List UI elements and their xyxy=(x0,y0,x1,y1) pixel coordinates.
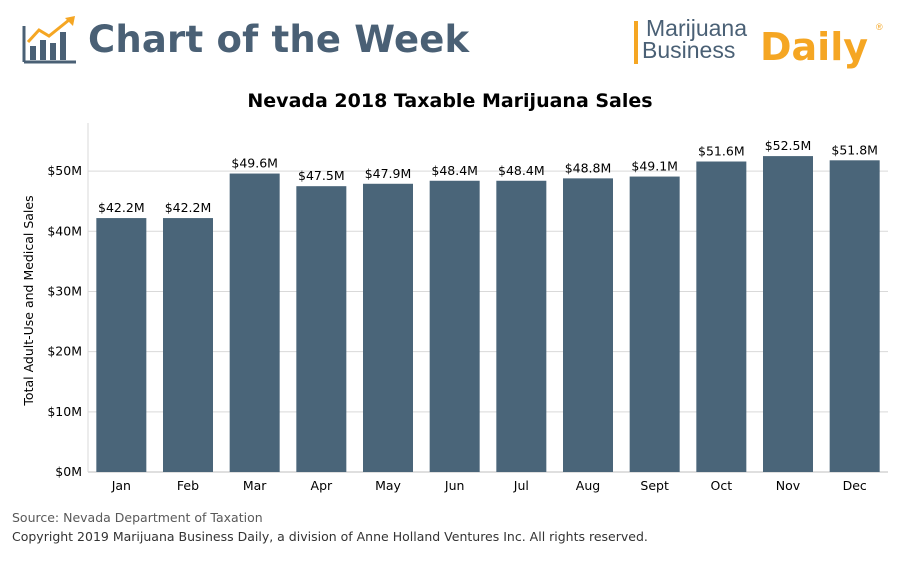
source-note: Source: Nevada Department of Taxation xyxy=(12,510,263,525)
chart-title: Nevada 2018 Taxable Marijuana Sales xyxy=(247,90,653,112)
x-tick-label: Jan xyxy=(111,478,131,493)
bar-dec xyxy=(829,160,880,473)
bar-oct xyxy=(696,161,747,472)
bar-nov xyxy=(763,156,813,472)
x-tick-label: May xyxy=(375,478,401,493)
bar-mar xyxy=(229,173,280,472)
x-tick-label: Mar xyxy=(243,478,267,493)
bar-sept xyxy=(629,176,680,472)
y-tick-label: $30M xyxy=(47,283,82,298)
bar-jun xyxy=(429,180,480,473)
brand-accent-bar xyxy=(634,21,638,64)
data-label: $48.4M xyxy=(431,163,478,178)
bar-jul xyxy=(496,180,547,473)
data-label: $42.2M xyxy=(165,200,212,215)
y-axis-title: Total Adult-Use and Medical Sales xyxy=(21,195,36,406)
data-label: $47.5M xyxy=(298,168,345,183)
x-tick-label: Sept xyxy=(640,478,669,493)
chart-of-the-week-title: Chart of the Week xyxy=(88,18,470,61)
x-tick-label: Apr xyxy=(311,478,333,493)
bars xyxy=(96,156,880,473)
copyright-note: Copyright 2019 Marijuana Business Daily,… xyxy=(12,529,648,544)
y-tick-label: $50M xyxy=(47,163,82,178)
y-tick-label: $20M xyxy=(47,344,82,359)
data-label: $47.9M xyxy=(365,166,412,181)
chart-growth-icon xyxy=(22,16,76,64)
data-label: $48.8M xyxy=(565,160,612,175)
bar-apr xyxy=(296,186,347,472)
y-tick-label: $10M xyxy=(47,404,82,419)
brand-logo-business: Business xyxy=(642,37,736,63)
x-tick-label: Oct xyxy=(711,478,733,493)
bar-jan xyxy=(96,218,147,472)
x-tick-label: Jul xyxy=(513,478,529,493)
gridlines xyxy=(87,123,888,473)
bar-may xyxy=(363,183,413,472)
header: Chart of the Week Marijuana Business Dai… xyxy=(0,0,900,80)
x-tick-label: Aug xyxy=(576,478,600,493)
x-tick-label: Dec xyxy=(843,478,867,493)
brand-logo-daily: Daily xyxy=(760,25,869,69)
data-label: $49.6M xyxy=(231,156,278,171)
x-tick-label: Feb xyxy=(177,478,199,493)
data-label: $49.1M xyxy=(631,159,678,174)
x-tick-label: Nov xyxy=(776,478,801,493)
data-label: $48.4M xyxy=(498,163,545,178)
data-label: $52.5M xyxy=(765,138,812,153)
data-label: $42.2M xyxy=(98,200,145,215)
y-tick-label: $40M xyxy=(47,223,82,238)
y-tick-label: $0M xyxy=(55,464,82,479)
data-label: $51.8M xyxy=(831,142,878,157)
data-label: $51.6M xyxy=(698,144,745,159)
bar-feb xyxy=(163,218,213,472)
bar-aug xyxy=(563,178,613,472)
brand-logo-marijuana: Marijuana xyxy=(646,15,747,41)
x-tick-label: Jun xyxy=(444,478,465,493)
registered-mark: ® xyxy=(876,22,883,32)
labels: $0M $10M $20M $30M $40M $50M Total Adult-Use a… xyxy=(21,138,878,493)
